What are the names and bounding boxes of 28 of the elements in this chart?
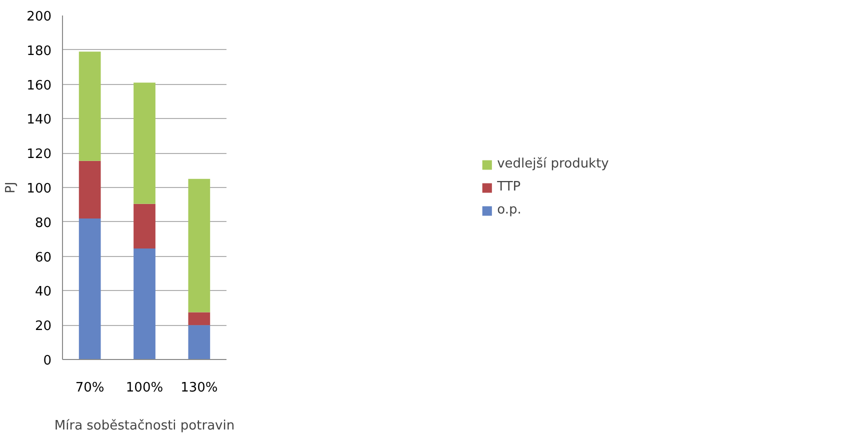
- bar: [78, 218, 101, 360]
- bar: [134, 82, 156, 204]
- y-tick-label: 40: [34, 284, 52, 300]
- bar: [188, 325, 210, 360]
- legend-label: TTP: [497, 180, 521, 194]
- y-tick-label: 120: [26, 147, 52, 162]
- y-tick-label: 180: [26, 44, 52, 59]
- legend-label: o.p.: [497, 202, 522, 218]
- y-tick-label: 140: [26, 112, 52, 128]
- bar: [188, 312, 210, 326]
- x-tick-label: 130%: [180, 380, 218, 396]
- y-tick-label: 0: [43, 354, 52, 368]
- y-tick-label: 20: [34, 319, 52, 334]
- y-tick-label: 100: [26, 182, 52, 196]
- y-tick-label: 80: [34, 216, 52, 231]
- y-axis-title: PJ: [4, 182, 19, 194]
- x-tick-label: 100%: [126, 380, 164, 396]
- y-tick-label: 60: [34, 250, 52, 266]
- x-tick-label: 70%: [75, 380, 104, 396]
- bar: [78, 160, 101, 218]
- bar: [134, 204, 156, 249]
- bar: [188, 178, 210, 312]
- y-tick-label: 200: [26, 10, 52, 24]
- x-axis-title: Míra soběstačnosti potravin: [54, 418, 235, 434]
- bar: [134, 248, 156, 360]
- bar: [78, 52, 101, 161]
- legend-label: vedlejší produkty: [497, 156, 609, 172]
- y-tick-label: 160: [26, 78, 52, 94]
